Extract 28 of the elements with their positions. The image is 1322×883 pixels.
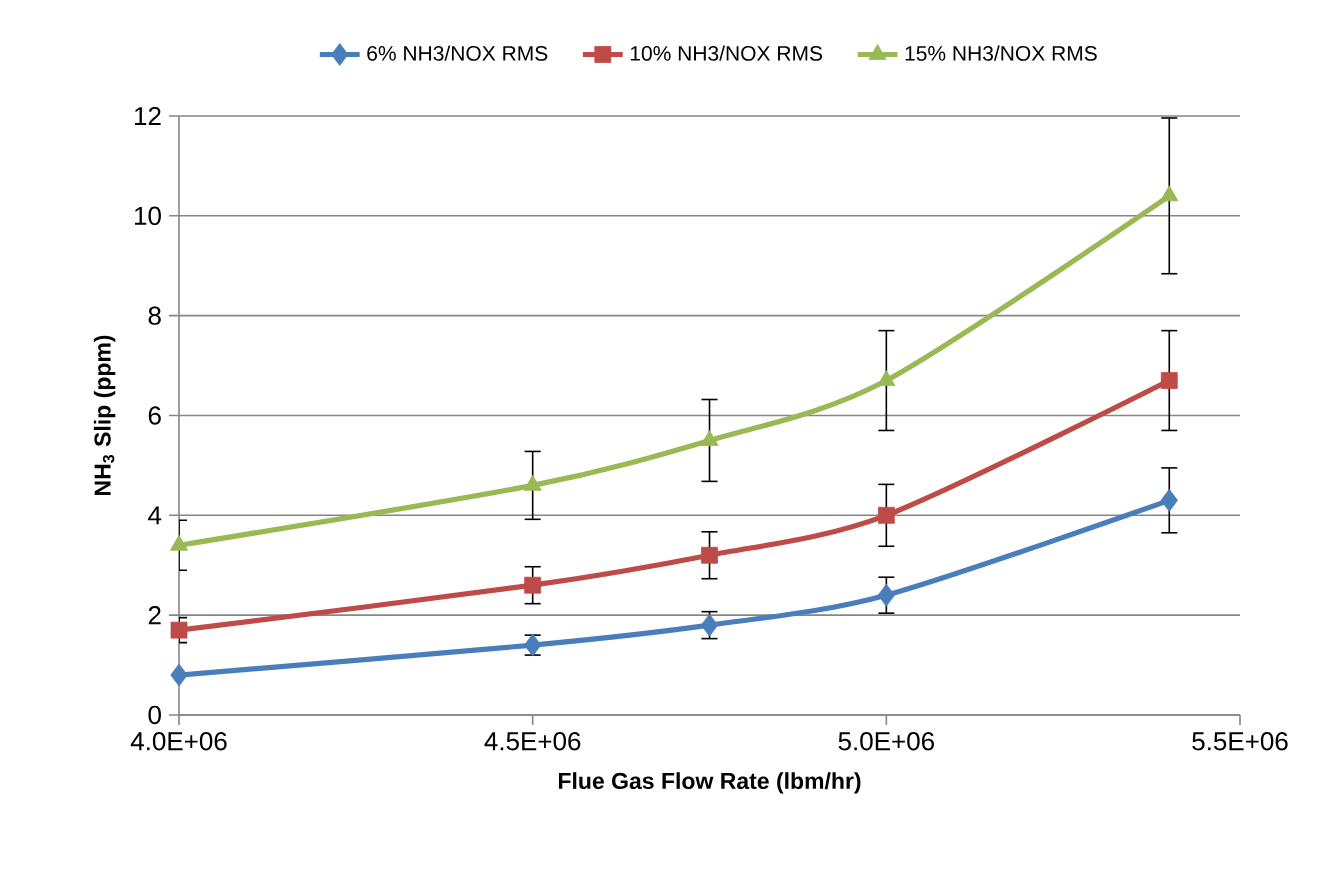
- x-tick-label: 5.0E+06: [838, 732, 934, 751]
- y-tick-label: 4: [148, 506, 162, 525]
- point: [700, 430, 719, 446]
- point: [523, 474, 542, 491]
- legend-label: 10% NH3/NOX RMS: [630, 45, 823, 61]
- point: [877, 370, 896, 386]
- y-tick-label: 2: [148, 606, 161, 625]
- point: [1160, 488, 1178, 512]
- legend-label: 6% NH3/NOX RMS: [367, 45, 548, 61]
- y-tick-label: 12: [135, 106, 161, 126]
- x-tick-label: 4.0E+06: [130, 732, 227, 751]
- point: [877, 583, 895, 607]
- point: [701, 546, 718, 564]
- point: [1160, 185, 1179, 202]
- y-tick-label: 10: [135, 206, 161, 226]
- y-tick-label: 8: [148, 306, 161, 325]
- x-tick-label: 5.5E+06: [1192, 732, 1288, 751]
- legend-label: 15% NH3/NOX RMS: [905, 45, 1097, 61]
- x-axis-title: Flue Gas Flow Rate (lbm/hr): [558, 772, 861, 794]
- point: [170, 621, 188, 639]
- point: [524, 576, 542, 594]
- x-tick-label: 4.5E+06: [484, 732, 581, 751]
- point: [877, 506, 895, 524]
- y-tick-label: 0: [148, 705, 161, 725]
- y-axis-title: NH$_{3}$ Slip (ppm): [93, 335, 116, 495]
- point: [1160, 372, 1178, 389]
- y-tick-label: 6: [148, 406, 161, 425]
- point: [170, 663, 188, 687]
